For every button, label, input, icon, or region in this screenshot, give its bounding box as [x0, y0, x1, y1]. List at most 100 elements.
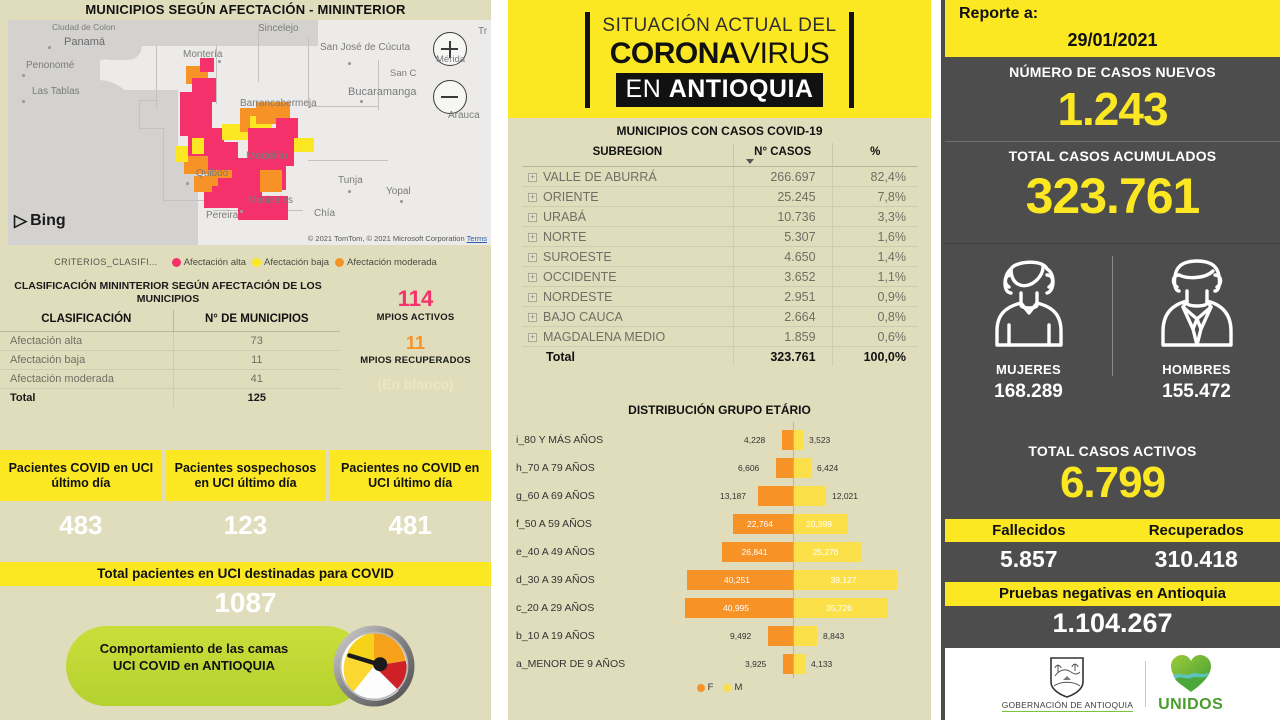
pyramid-bar-male[interactable] — [794, 458, 811, 478]
table-header-row: CLASIFICACIÓN N° DE MUNICIPIOS — [0, 310, 340, 332]
pyramid-row[interactable]: c_20 A 29 AÑOS 40,995 35,726 — [508, 594, 931, 622]
pyramid-bar-male[interactable] — [794, 430, 803, 450]
active-cases-value: 6.799 — [1059, 458, 1166, 507]
row-expander-icon[interactable]: + — [528, 331, 537, 342]
row-expander-icon[interactable]: + — [528, 231, 537, 242]
col-subregion[interactable]: SUBREGION — [522, 143, 734, 167]
muni-polygon — [184, 156, 214, 174]
legend-item-moderada[interactable]: Afectación moderada — [335, 257, 437, 268]
pyramid-row[interactable]: f_50 A 59 AÑOS 22,764 20,399 — [508, 510, 931, 538]
uci-card-value: 483 — [59, 510, 103, 540]
row-expander-icon[interactable]: + — [528, 291, 537, 302]
cell-pct: 7,8% — [831, 186, 918, 207]
map-place-label: Penonomé — [26, 60, 75, 71]
header-text-group: SITUACIÓN ACTUAL DEL CORONAVIRUS EN ANTI… — [602, 14, 836, 107]
table-row[interactable]: + NORDESTE 2.951 0,9% — [522, 286, 918, 307]
table-row[interactable]: + ORIENTE 25.245 7,8% — [522, 186, 918, 207]
cell-total-value: 125 — [247, 392, 266, 404]
cell-total-label: Total — [0, 388, 174, 407]
pyramid-legend-f[interactable]: F — [696, 682, 713, 693]
table-row[interactable]: Afectación moderada 41 — [0, 369, 340, 389]
map-place-label: Pereira — [206, 210, 239, 221]
pyramid-row[interactable]: e_40 A 49 AÑOS 26,841 25,276 — [508, 538, 931, 566]
pyramid-bar-male[interactable] — [794, 598, 888, 618]
new-cases-value: 1.243 — [1057, 83, 1168, 135]
col-percent[interactable]: % — [831, 143, 918, 167]
pyramid-bar-male[interactable] — [794, 654, 805, 674]
pyramid-value-male: 8,843 — [823, 631, 845, 641]
pyramid-legend-m[interactable]: M — [723, 682, 742, 693]
col-clasificacion[interactable]: CLASIFICACIÓN — [0, 310, 174, 332]
gobernacion-name: GOBERNACIÓN DE ANTIOQUIA — [1001, 700, 1134, 712]
total-cases-card: TOTAL CASOS ACUMULADOS 323.761 — [945, 141, 1280, 238]
table-row[interactable]: + URABÁ 10.736 3,3% — [522, 206, 918, 227]
table-row[interactable]: + VALLE DE ABURRÁ 266.697 82,4% — [522, 166, 918, 187]
table-total-row: Total 323.761 100,0% — [522, 346, 918, 366]
legend-item-baja[interactable]: Afectación baja — [252, 257, 329, 268]
row-expander-icon[interactable]: + — [528, 251, 537, 262]
table-row[interactable]: Afectación alta 73 — [0, 331, 340, 351]
map-zoom-out-button[interactable] — [433, 80, 467, 114]
table-row[interactable]: + MAGDALENA MEDIO 1.859 0,6% — [522, 326, 918, 347]
table-row[interactable]: + NORTE 5.307 1,6% — [522, 226, 918, 247]
pyramid-row[interactable]: g_60 A 69 AÑOS 13,187 12,021 — [508, 482, 931, 510]
map-place-label: Medellín — [246, 150, 288, 162]
table-row[interactable]: + SUROESTE 4.650 1,4% — [522, 246, 918, 267]
map-place-label: Ciudad de Colon — [52, 22, 116, 32]
pyramid-bar-female[interactable] — [768, 626, 793, 646]
gender-men-col: HOMBRES 155.472 — [1113, 244, 1280, 414]
pyramid-row[interactable]: h_70 A 79 AÑOS 6,606 6,424 — [508, 454, 931, 482]
col-municipios[interactable]: N° DE MUNICIPIOS — [173, 310, 340, 332]
deaths-label: Fallecidos — [992, 522, 1066, 539]
pyramid-bar-male[interactable] — [794, 626, 817, 646]
gauge-banner[interactable]: Comportamiento de las camas UCI COVID en… — [66, 622, 418, 710]
pyramid-bar-female[interactable] — [782, 430, 793, 450]
map-place-label: Panamá — [64, 36, 105, 48]
cell-total-casos: 323.761 — [732, 346, 833, 366]
cell-subregion: ORIENTE — [543, 189, 599, 204]
pyramid-bar-female[interactable] — [783, 654, 793, 674]
map-place-label: Tr — [478, 26, 488, 37]
affectation-map[interactable]: Ciudad de Colon Panamá Penonomé Las Tabl… — [8, 20, 491, 245]
map-place-label: San C — [390, 68, 417, 79]
pyramid-bar-male[interactable] — [794, 570, 897, 590]
pyramid-bar-male[interactable] — [794, 542, 861, 562]
table-row[interactable]: + BAJO CAUCA 2.664 0,8% — [522, 306, 918, 327]
pyramid-row[interactable]: b_10 A 19 AÑOS 9,492 8,843 — [508, 622, 931, 650]
row-expander-icon[interactable]: + — [528, 211, 537, 222]
map-border-4 — [139, 128, 165, 130]
col-ncasos[interactable]: N° CASOS — [732, 143, 833, 167]
row-expander-icon[interactable]: + — [528, 311, 537, 322]
map-border-8 — [258, 30, 260, 82]
row-expander-icon[interactable]: + — [528, 271, 537, 282]
map-place-label: Yopal — [386, 186, 411, 197]
legend-label-baja: Afectación baja — [264, 256, 330, 268]
table-row[interactable]: Afectación baja 11 — [0, 350, 340, 370]
report-date-banner: Reporte a: 29/01/2021 — [945, 0, 1280, 57]
row-expander-icon[interactable]: + — [528, 171, 537, 182]
gobernacion-shield-icon — [1050, 657, 1085, 698]
legend-item-alta[interactable]: Afectación alta — [171, 257, 246, 268]
pyramid-category-label: i_80 Y MÁS AÑOS — [516, 434, 604, 446]
woman-icon-wrap — [945, 250, 1112, 355]
pyramid-bar-female[interactable] — [722, 542, 793, 562]
pyramid-bar-male[interactable] — [794, 514, 848, 534]
pyramid-row[interactable]: d_30 A 39 AÑOS 40,251 39,127 — [508, 566, 931, 594]
row-expander-icon[interactable]: + — [528, 191, 537, 202]
cell-casos: 2.664 — [732, 306, 833, 327]
pyramid-row[interactable]: i_80 Y MÁS AÑOS 4,228 3,523 — [508, 426, 931, 454]
pyramid-row[interactable]: a_MENOR DE 9 AÑOS 3,925 4,133 — [508, 650, 931, 678]
pyramid-bar-female[interactable] — [687, 570, 793, 590]
recovered-value: 310.418 — [1154, 546, 1238, 572]
pyramid-bar-male[interactable] — [794, 486, 826, 506]
table-row[interactable]: + OCCIDENTE 3.652 1,1% — [522, 266, 918, 287]
pyramid-bar-female[interactable] — [776, 458, 793, 478]
pyramid-bar-female[interactable] — [758, 486, 793, 506]
map-terms-link[interactable]: Terms — [466, 234, 487, 243]
cell-pct: 0,6% — [831, 326, 918, 347]
pyramid-bar-female[interactable] — [685, 598, 793, 618]
active-cases-card: TOTAL CASOS ACTIVOS 6.799 — [945, 437, 1280, 515]
cell-subregion: OCCIDENTE — [543, 269, 617, 284]
pyramid-bar-female[interactable] — [733, 514, 793, 534]
map-zoom-in-button[interactable] — [433, 32, 467, 66]
